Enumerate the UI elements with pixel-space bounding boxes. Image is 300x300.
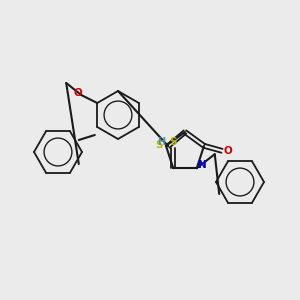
Text: O: O bbox=[74, 88, 82, 98]
Text: H: H bbox=[157, 137, 165, 147]
Text: O: O bbox=[224, 146, 232, 156]
Text: S: S bbox=[155, 140, 163, 150]
Text: S: S bbox=[169, 137, 177, 147]
Text: N: N bbox=[198, 160, 207, 170]
